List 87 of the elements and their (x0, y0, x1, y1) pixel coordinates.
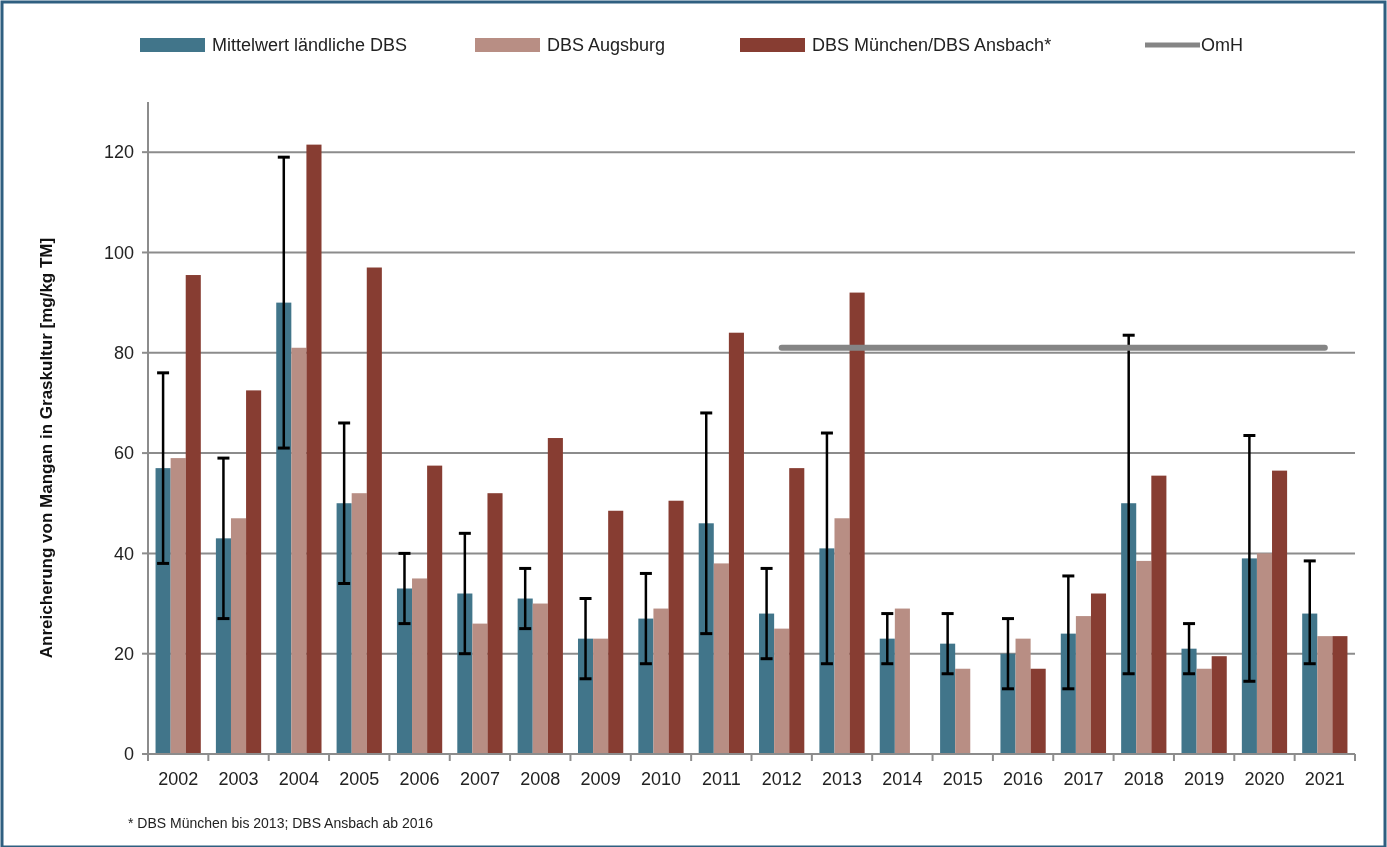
bar (1317, 636, 1333, 754)
x-tick-label: 2012 (761, 769, 802, 789)
bar (1075, 616, 1091, 754)
y-axis-title: Anreicherung von Mangan in Graskultur [mg/kg TM] (37, 237, 56, 659)
bar (759, 613, 775, 754)
bar (457, 593, 473, 754)
bar (155, 468, 171, 754)
legend-label: Mittelwert ländliche DBS (212, 35, 408, 56)
x-tick-label: 2003 (218, 769, 259, 789)
x-tick-label: 2008 (520, 769, 561, 789)
x-tick-label: 2010 (640, 769, 681, 789)
x-tick-label: 2017 (1063, 769, 1104, 789)
bar (487, 493, 503, 754)
bar (1181, 648, 1197, 754)
x-tick-label: 2009 (580, 769, 621, 789)
y-tick-label: 40 (113, 543, 134, 564)
bar (230, 518, 247, 754)
bar (215, 538, 231, 754)
bar (849, 292, 865, 754)
x-tick-label: 2005 (339, 769, 380, 789)
bar (306, 144, 322, 754)
bar (1196, 668, 1212, 754)
bar (638, 618, 654, 754)
y-tick-label: 20 (113, 643, 134, 664)
bar (955, 668, 971, 754)
x-tick-label: 2007 (459, 769, 500, 789)
x-tick-label: 2020 (1244, 769, 1285, 789)
bar (427, 465, 443, 754)
bar (940, 643, 956, 754)
bar (276, 302, 292, 754)
y-tick-label: 0 (123, 744, 134, 765)
bar (291, 347, 307, 754)
x-tick-label: 2021 (1304, 769, 1345, 789)
bar (1256, 553, 1273, 754)
y-tick-label: 60 (113, 443, 134, 464)
x-tick-label: 2011 (701, 769, 741, 789)
bar (879, 638, 895, 754)
x-tick-label: 2013 (822, 769, 863, 789)
x-tick-label: 2004 (278, 769, 319, 789)
bar (653, 608, 669, 754)
bar (1030, 668, 1046, 754)
bar (819, 548, 835, 754)
text: * DBS München bis 2013; DBS Ansbach ab 2016 (128, 815, 434, 831)
bar (336, 503, 352, 754)
bar (185, 275, 201, 754)
bar (728, 332, 744, 754)
bar (1000, 653, 1016, 754)
bar (351, 493, 367, 754)
bar (1090, 593, 1107, 754)
bar (713, 563, 729, 754)
x-tick-label: 2015 (942, 769, 983, 789)
bar (547, 438, 563, 754)
bar (1136, 560, 1152, 754)
bar (1332, 636, 1348, 754)
x-tick-label: 2016 (1003, 769, 1044, 789)
bar (170, 458, 186, 754)
bar (532, 603, 548, 754)
bar (593, 638, 609, 754)
bar (894, 608, 910, 754)
bar (1151, 475, 1167, 754)
bar (472, 623, 488, 754)
bar (789, 468, 805, 754)
bar (517, 598, 533, 754)
bar (668, 500, 684, 754)
bar (412, 578, 428, 754)
y-tick-label: 100 (103, 242, 134, 263)
bar (1272, 470, 1288, 754)
bar (774, 628, 790, 754)
y-tick-label: 120 (103, 142, 134, 163)
bar (608, 510, 624, 754)
bar (396, 588, 413, 754)
x-tick-label: 2019 (1184, 769, 1225, 789)
bar (1015, 638, 1031, 754)
x-tick-label: 2014 (882, 769, 923, 789)
x-tick-label: 2006 (399, 769, 440, 789)
legend-label: OmH (1201, 35, 1243, 56)
bar (1302, 613, 1318, 754)
bar (834, 518, 850, 754)
bar (366, 267, 382, 754)
bar (1211, 656, 1227, 754)
x-tick-label: 2002 (158, 769, 199, 789)
bar (246, 390, 262, 754)
x-tick-label: 2018 (1123, 769, 1164, 789)
legend-label: DBS Augsburg (547, 35, 666, 56)
y-tick-label: 80 (113, 343, 134, 364)
bar (698, 523, 714, 754)
legend-label: DBS München/DBS Ansbach* (812, 35, 1052, 56)
